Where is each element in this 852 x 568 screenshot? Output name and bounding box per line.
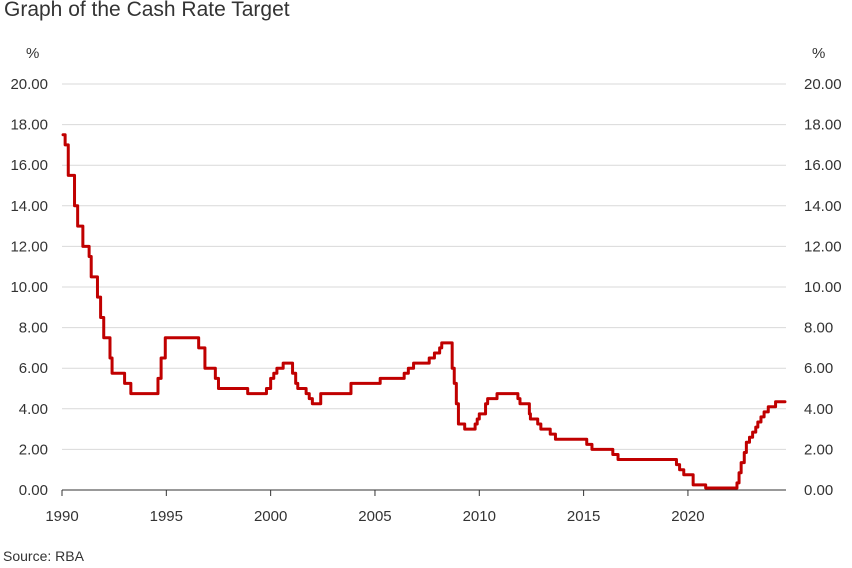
y-tick-label-left: 16.00: [10, 157, 48, 174]
y-tick-label-right: 16.00: [804, 157, 842, 174]
axes: [61, 489, 786, 496]
y-tick-label-right: 14.00: [804, 198, 842, 215]
chart-title: Graph of the Cash Rate Target: [4, 0, 290, 21]
y-tick-label-left: 14.00: [10, 198, 48, 215]
x-tick-label: 2005: [358, 508, 391, 525]
y-tick-label-left: 20.00: [10, 76, 48, 93]
y-tick-label-right: 2.00: [804, 441, 833, 458]
y-tick-label-left: 4.00: [19, 401, 48, 418]
y-tick-label-left: 18.00: [10, 117, 48, 134]
x-tick-label: 2020: [671, 508, 704, 525]
tick-labels: 0.00 0.00 2.00 2.00 4.00 4.00 6.00 6.00 8.00 8.00…: [10, 45, 841, 525]
x-tick-label: 2015: [567, 508, 600, 525]
y-tick-label-left: 10.00: [10, 279, 48, 296]
gridlines: [62, 83, 786, 450]
y-tick-label-right: 0.00: [804, 482, 833, 499]
y-tick-label-right: 12.00: [804, 238, 842, 255]
y-tick-label-right: 8.00: [804, 320, 833, 337]
x-tick-label: 1995: [150, 508, 183, 525]
x-tick-label: 2010: [463, 508, 496, 525]
y-tick-label-left: 0.00: [19, 482, 48, 499]
y-tick-label-left: 8.00: [19, 320, 48, 337]
cash-rate-line: [61, 133, 787, 490]
y-tick-label-right: 10.00: [804, 279, 842, 296]
y-tick-label-left: 6.00: [19, 360, 48, 377]
source-note: Source: RBA: [3, 548, 84, 564]
y-unit-right: %: [812, 45, 825, 62]
y-tick-label-right: 4.00: [804, 401, 833, 418]
x-tick-label: 2000: [254, 508, 287, 525]
x-tick-label: 1990: [45, 508, 78, 525]
y-tick-label-left: 2.00: [19, 441, 48, 458]
y-tick-label-right: 6.00: [804, 360, 833, 377]
y-tick-label-left: 12.00: [10, 238, 48, 255]
y-unit-left: %: [26, 45, 39, 62]
y-tick-label-right: 20.00: [804, 76, 842, 93]
series-layer: [61, 133, 787, 490]
y-tick-label-right: 18.00: [804, 117, 842, 134]
